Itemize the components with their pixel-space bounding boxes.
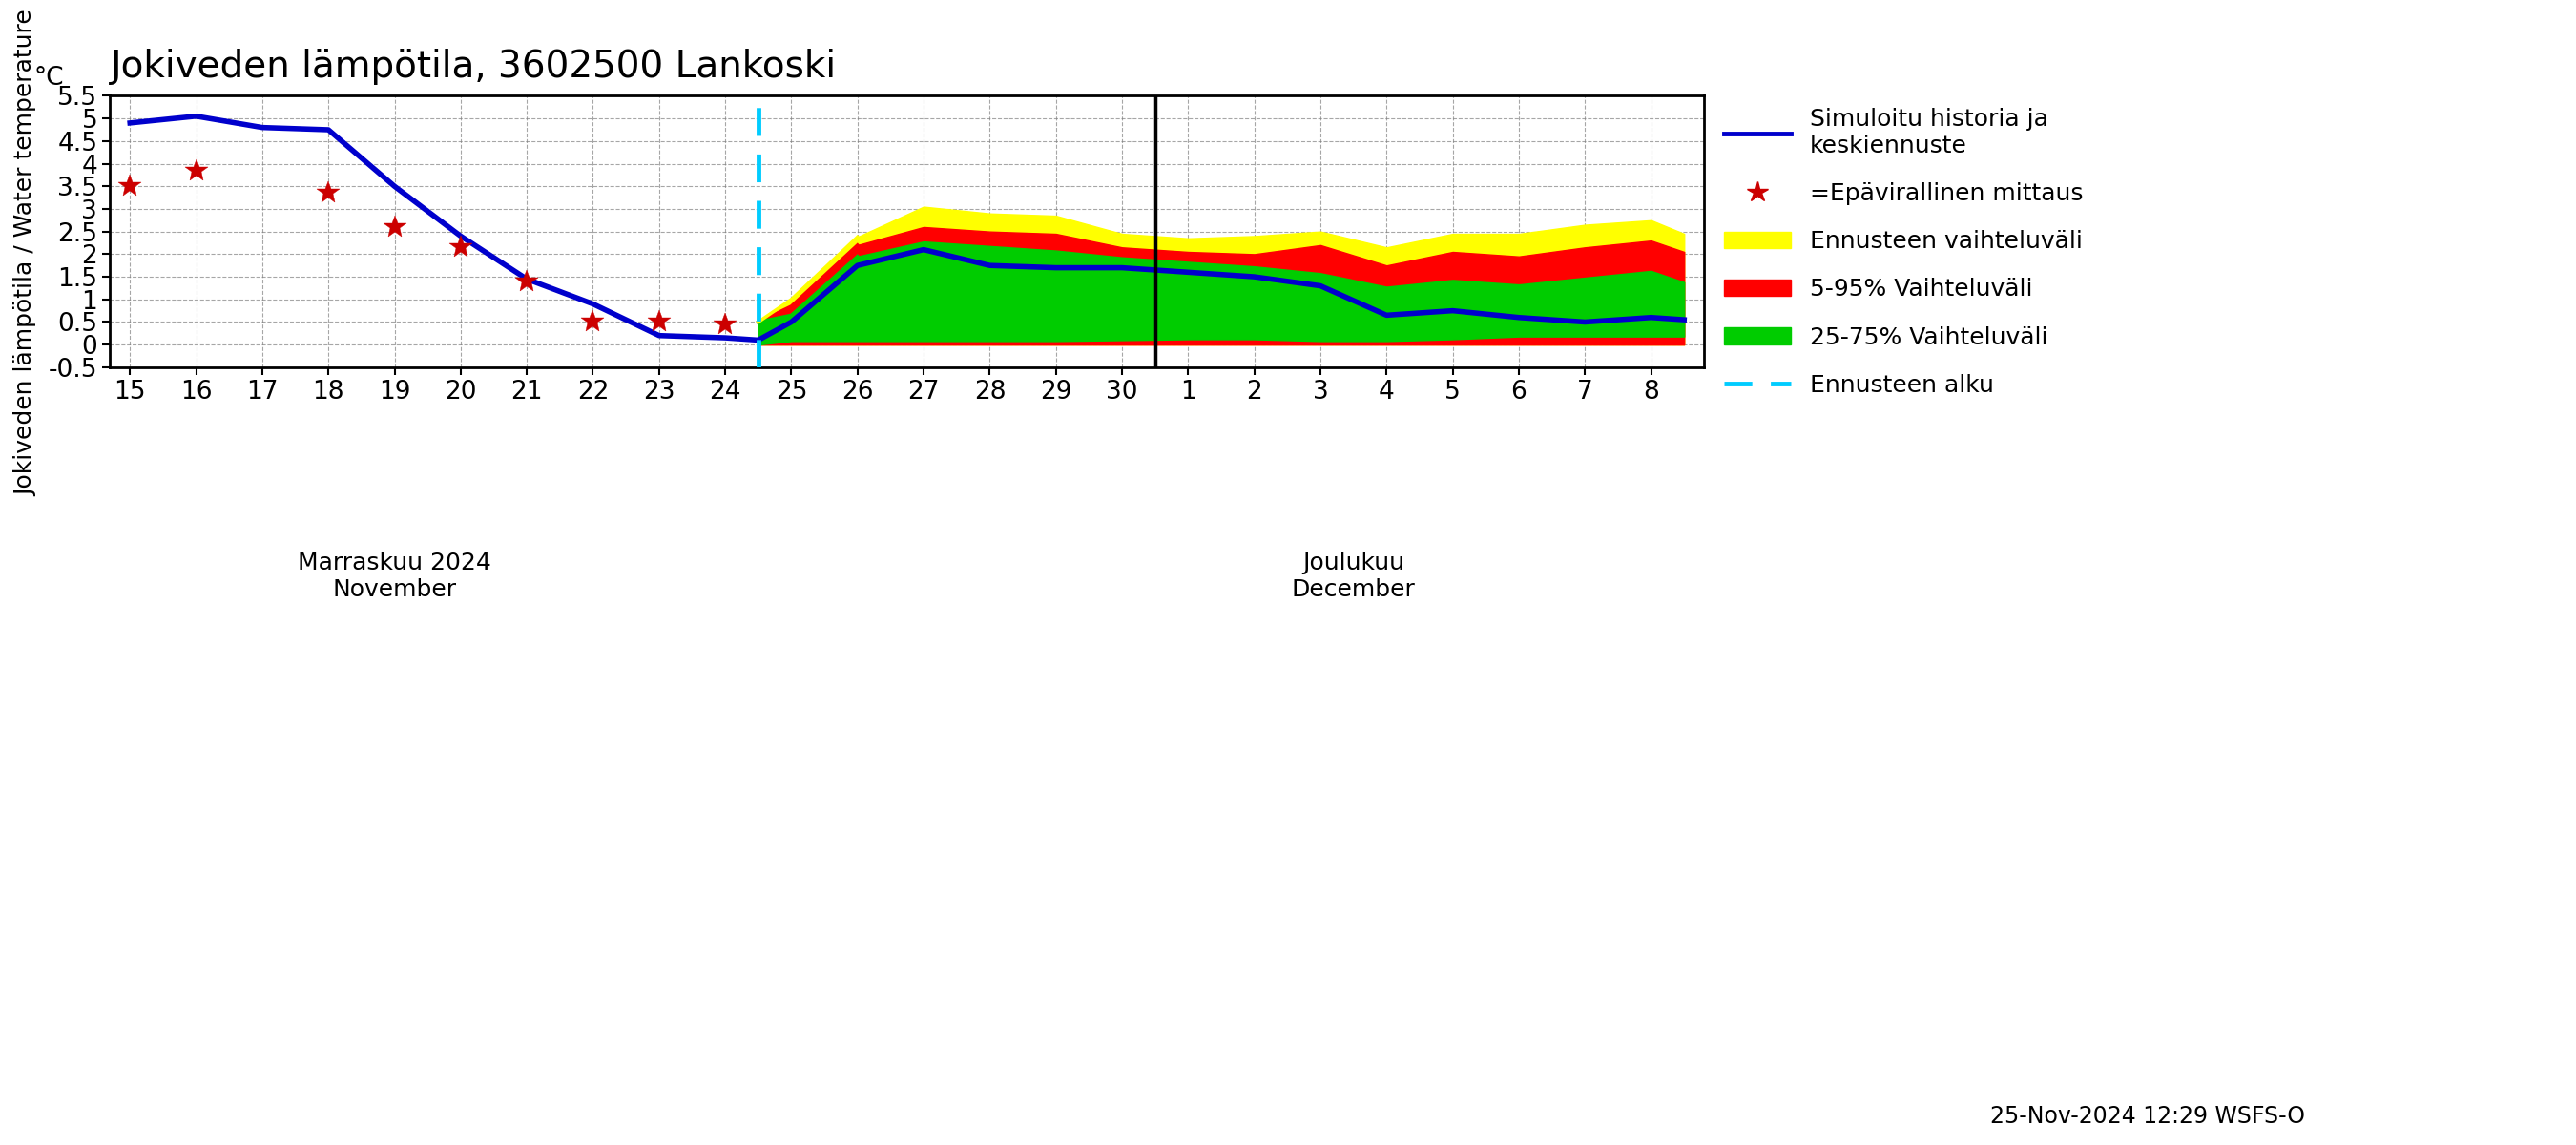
Text: 25-Nov-2024 12:29 WSFS-O: 25-Nov-2024 12:29 WSFS-O xyxy=(1991,1105,2306,1128)
Text: Jokiveden lämpötila, 3602500 Lankoski: Jokiveden lämpötila, 3602500 Lankoski xyxy=(111,48,837,85)
Text: Joulukuu
December: Joulukuu December xyxy=(1291,552,1414,601)
Legend: Simuloitu historia ja
keskiennuste, =Epävirallinen mittaus, Ennusteen vaihteluvä: Simuloitu historia ja keskiennuste, =Epä… xyxy=(1723,108,2084,397)
Y-axis label: Jokiveden lämpötila / Water temperature  °C: Jokiveden lämpötila / Water temperature … xyxy=(15,0,39,497)
Text: Marraskuu 2024
November: Marraskuu 2024 November xyxy=(299,552,492,601)
Text: °C: °C xyxy=(33,65,64,90)
